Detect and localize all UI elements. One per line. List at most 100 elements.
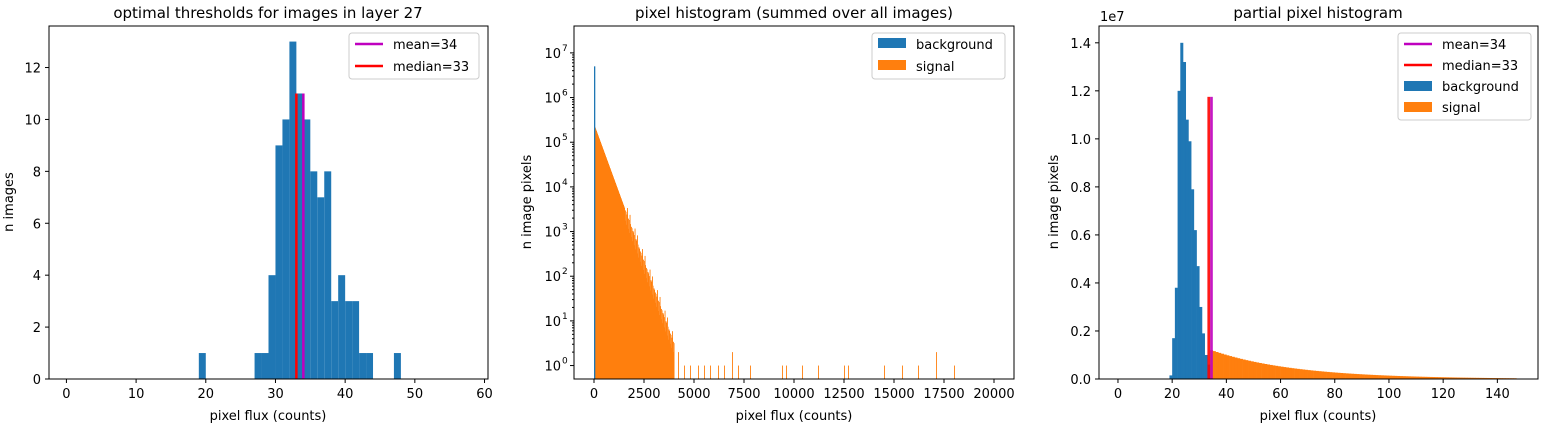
signal-bar [638,257,639,379]
signal-bar [607,161,608,379]
signal-bar [614,181,616,379]
legend-swatch-signal [878,60,906,70]
signal-bar [1310,370,1314,379]
signal-bar [1280,366,1284,379]
x-tick-label: 10000 [773,387,814,402]
signal-bar [624,207,625,379]
axes-frame [48,25,489,380]
signal-bar [1256,362,1260,379]
signal-bar [653,288,655,379]
signal-bar [619,193,620,379]
signal-bar [818,365,819,379]
background-bar [594,66,596,379]
signal-bar [665,321,667,379]
legend: mean=34 median=33 background signal [1397,32,1532,121]
signal-bar [1418,376,1422,379]
signal-bar [605,157,607,379]
signal-bar [704,365,705,379]
signal-bar [608,163,609,379]
signal-bar [651,281,652,379]
signal-bar [610,170,612,379]
histogram-bar [282,119,290,380]
signal-bar [1245,360,1249,379]
signal-bar [620,196,621,379]
signal-bar [1435,377,1439,379]
signal-bar [1359,374,1363,379]
signal-bar [1234,357,1238,379]
signal-bar [600,143,602,379]
signal-bar [660,319,662,379]
y-tick-exponent: 3 [562,223,568,233]
y-tick-label: 1.4 [1070,37,1091,52]
legend-label-signal: signal [916,60,954,75]
signal-bar [1421,376,1425,379]
signal-bar [666,322,667,379]
signal-bar [1437,377,1441,379]
signal-bar [936,352,937,379]
y-tick-exponent: 7 [562,44,568,54]
chart-pixel-histogram: pixel histogram (summed over all images)… [520,4,1015,424]
signal-bar [1380,375,1384,379]
signal-bar [1445,377,1449,379]
signal-bar [647,282,648,379]
signal-bar [1353,373,1357,379]
y-tick-label: 6 [33,217,41,232]
background-bar [1196,266,1200,379]
signal-bar [750,365,751,379]
x-tick-label: 2500 [627,387,660,402]
signal-bar [1299,369,1303,379]
background-bar [1188,141,1192,379]
signal-bar [1231,356,1235,379]
signal-bar [627,228,629,379]
y-tick-exponent: 6 [562,89,568,99]
histogram-bar [317,197,325,379]
signal-bar [599,139,600,379]
signal-bar [613,178,615,379]
signal-bar [607,162,609,379]
signal-bar [596,132,598,379]
signal-bar [1258,362,1262,379]
background-bar [1177,90,1181,379]
signal-bar [624,220,626,379]
y-tick-label: 0 [33,373,41,388]
signal-bar [1218,352,1222,379]
signal-bar [1345,373,1349,379]
signal-bar [603,150,604,379]
signal-bar [638,247,640,379]
legend-swatch-signal [1404,102,1432,112]
signal-bar [610,169,611,379]
signal-bar [1416,376,1420,379]
signal-bar [1405,376,1409,379]
signal-bar [1275,365,1279,379]
signal-bar [595,128,596,379]
y-tick-label: 1.2 [1070,85,1091,100]
signal-bar [618,192,620,379]
signal-bar [622,202,623,379]
signal-bar [662,323,663,379]
signal-bar [678,352,679,379]
signal-bar [632,230,634,379]
signal-bar [672,352,674,379]
background-bar [1191,189,1195,379]
signal-bar [650,280,652,379]
signal-bar [657,310,659,379]
signal-bar [636,240,637,379]
signal-bar [636,253,638,379]
signal-bar [640,251,641,379]
signal-bar [626,224,627,379]
y-axis-label: n image pixels [520,155,535,250]
signal-bar [1407,376,1411,379]
x-tick-label: 0 [590,387,598,402]
signal-bar [669,330,670,379]
signal-bar [608,165,610,379]
signal-bar [1399,376,1403,379]
signal-bar [668,339,669,379]
legend-label-background: background [916,38,993,53]
signal-bar [666,335,668,379]
signal-bar [1348,373,1352,379]
signal-bar [1426,376,1430,379]
signal-bar [1340,372,1344,379]
signal-bar [623,206,625,379]
signal-bar [612,174,613,379]
signal-bar [718,365,719,379]
